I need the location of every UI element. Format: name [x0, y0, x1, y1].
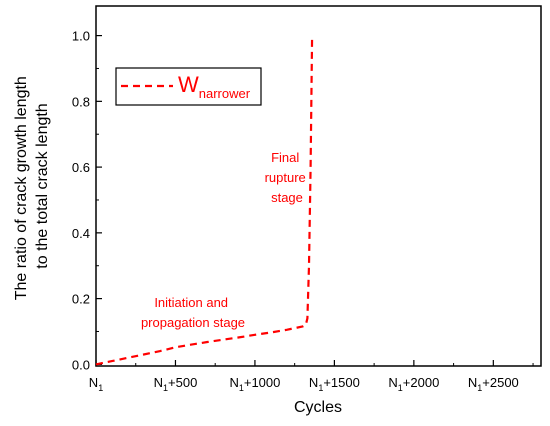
y-tick-label: 0.0	[72, 357, 90, 372]
plot-frame	[95, 5, 542, 367]
series-line-w-narrower	[95, 35, 314, 366]
x-tick-label: N1+1000	[229, 375, 280, 393]
y-tick-label: 0.4	[72, 226, 90, 241]
x-tick-label: N1+1500	[309, 375, 360, 393]
series-layer	[95, 35, 314, 366]
x-axis-title: Cycles	[294, 399, 342, 416]
legend-box	[115, 67, 262, 106]
x-tick-label: N1	[89, 375, 103, 393]
x-tick-label: N1+500	[154, 375, 198, 393]
x-tick-label: N1+2500	[468, 375, 519, 393]
y-tick-label: 0.8	[72, 94, 90, 109]
legend-label: Wnarrower	[178, 72, 251, 101]
y-axis: 0.0 0.2 0.4 0.6 0.8 1.0	[72, 29, 102, 372]
annotation-final-rupture: Final rupture stage	[265, 150, 310, 205]
y-axis-title: The ratio of crack growth length to the …	[13, 72, 51, 301]
y-tick-label: 0.6	[72, 160, 90, 175]
annotation-initiation-propagation: Initiation and propagation stage	[141, 295, 245, 330]
legend: Wnarrower	[115, 67, 262, 106]
x-tick-label: N1+2000	[388, 375, 439, 393]
y-tick-label: 1.0	[72, 29, 90, 44]
x-axis: N1 N1+500 N1+1000 N1+1500 N1+2000 N1+2500	[89, 360, 534, 393]
y-tick-label: 0.2	[72, 292, 90, 307]
